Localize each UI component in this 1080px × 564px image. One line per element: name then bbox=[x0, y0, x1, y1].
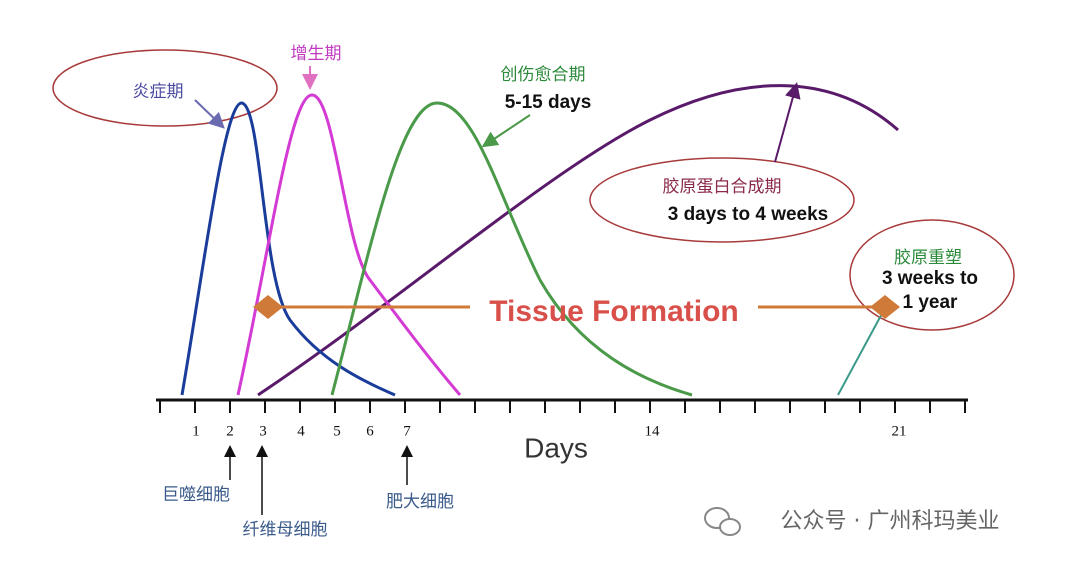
cell-label: 巨噬细胞 bbox=[162, 485, 230, 505]
remodel-line bbox=[837, 307, 886, 396]
phase-label: 创伤愈合期 bbox=[501, 65, 586, 85]
tick-label: 14 bbox=[645, 423, 661, 439]
phase-label: 增生期 bbox=[291, 44, 342, 64]
proliferation-curve bbox=[236, 93, 462, 396]
tick-label: 21 bbox=[892, 423, 907, 439]
phase-duration: 3 days to 4 weeks bbox=[668, 204, 829, 225]
collagen-curve bbox=[257, 84, 899, 397]
tick-label: 4 bbox=[297, 423, 305, 439]
cell-label: 肥大细胞 bbox=[386, 492, 454, 512]
ellipse bbox=[849, 219, 1015, 331]
band-label: Tissue Formation bbox=[489, 295, 739, 328]
arrow bbox=[481, 114, 531, 148]
phase-duration: 5-15 days bbox=[505, 92, 592, 113]
tick-label: 1 bbox=[192, 423, 200, 439]
phase-label: 炎症期 bbox=[133, 82, 184, 102]
phase-label: 胶原蛋白合成期 bbox=[663, 177, 782, 197]
healing-curve bbox=[330, 101, 693, 397]
tick-label: 5 bbox=[333, 423, 341, 439]
tick-label: 3 bbox=[259, 423, 267, 439]
watermark: 公众号 · 广州科玛美业 bbox=[781, 509, 1000, 534]
tick-label: 2 bbox=[226, 423, 234, 439]
wechat-icon bbox=[704, 507, 741, 536]
arrow bbox=[194, 99, 225, 129]
tick-label: 6 bbox=[366, 423, 374, 439]
phase-duration: 1 year bbox=[903, 292, 959, 313]
arrow bbox=[774, 82, 801, 163]
ellipse bbox=[589, 157, 855, 243]
phase-duration: 3 weeks to bbox=[882, 268, 978, 289]
axis-ticks bbox=[159, 400, 966, 413]
cell-label: 纤维母细胞 bbox=[243, 520, 328, 540]
phase-label: 胶原重塑 bbox=[894, 248, 962, 268]
ellipse bbox=[52, 49, 278, 127]
tick-label: 7 bbox=[403, 423, 411, 439]
inflammation-curve bbox=[180, 101, 396, 397]
axis-title: Days bbox=[524, 432, 588, 463]
